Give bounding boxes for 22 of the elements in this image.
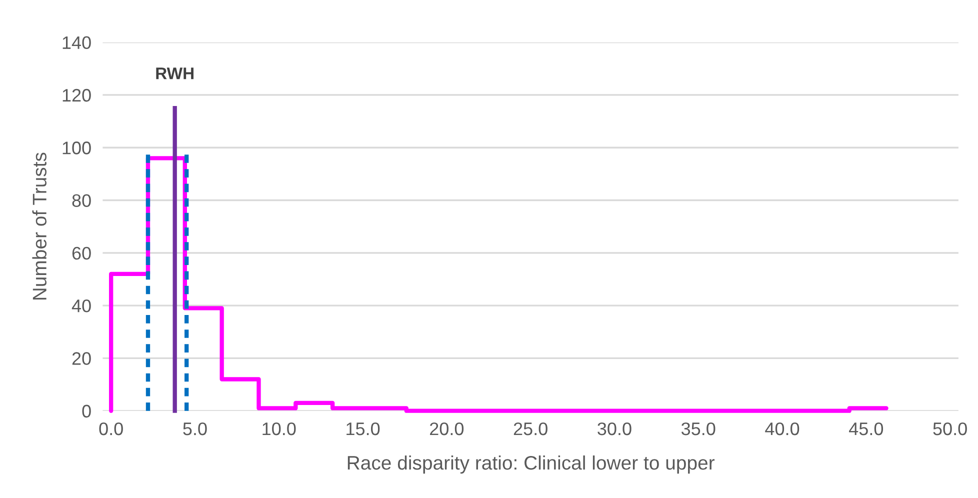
x-tick-label: 15.0: [346, 422, 380, 436]
x-tick-label: 0.0: [99, 422, 123, 436]
y-tick-label: 20: [72, 352, 91, 365]
y-tick-label: 140: [62, 36, 91, 50]
y-tick-label: 120: [62, 88, 91, 102]
x-axis-title: Race disparity ratio: Clinical lower to upper: [348, 455, 715, 474]
y-tick-label: 60: [72, 246, 91, 260]
y-tick-label: 0: [82, 404, 91, 418]
y-tick-label: 80: [72, 194, 91, 207]
x-tick-label: 25.0: [514, 422, 548, 436]
x-tick-label: 5.0: [183, 422, 207, 436]
x-tick-label: 45.0: [849, 422, 884, 436]
x-tick-label: 40.0: [765, 422, 800, 436]
y-axis-title: Number of Trusts: [32, 152, 47, 300]
x-tick-label: 30.0: [598, 422, 632, 436]
x-tick-label: 20.0: [430, 422, 464, 436]
y-tick-label: 40: [72, 299, 91, 312]
x-tick-label: 35.0: [681, 422, 716, 436]
x-tick-label: 50.0: [933, 422, 967, 436]
x-tick-label: 10.0: [262, 422, 296, 436]
y-tick-label: 100: [62, 142, 91, 154]
annotation: RWH: [156, 68, 194, 80]
